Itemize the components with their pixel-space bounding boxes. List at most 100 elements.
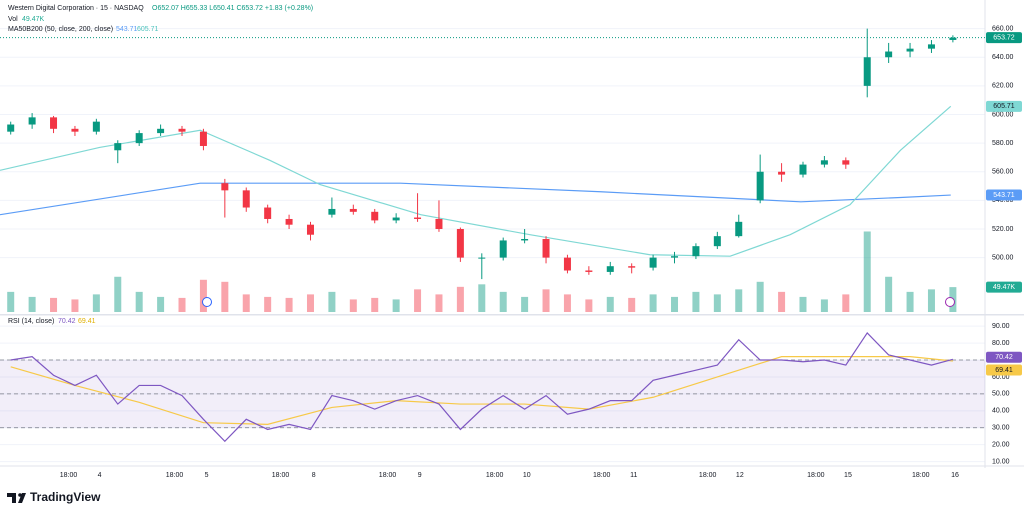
logo: TradingView bbox=[7, 490, 101, 504]
y-tick-label: 540.00 bbox=[992, 197, 1014, 204]
candle-body bbox=[820, 160, 828, 165]
candle-body bbox=[927, 44, 935, 49]
candle-body bbox=[114, 143, 122, 151]
y-tick-label: 10.00 bbox=[992, 458, 1010, 465]
volume-bar bbox=[906, 291, 914, 312]
rsi-name: RSI (14, close) bbox=[8, 318, 54, 325]
volume-bar bbox=[178, 297, 186, 312]
x-tick-label: 18:00 bbox=[912, 472, 930, 479]
y-tick-label: 500.00 bbox=[992, 254, 1014, 261]
x-tick-label: 18:00 bbox=[486, 472, 504, 479]
x-tick-label: 11 bbox=[630, 472, 637, 479]
candle-body bbox=[778, 171, 786, 175]
ma-badge-bg bbox=[986, 189, 1022, 201]
candle-body bbox=[692, 246, 700, 257]
candle-body bbox=[756, 171, 764, 201]
volume-bar bbox=[435, 294, 443, 312]
rsi-line bbox=[10, 331, 954, 443]
volume-value: 49.47K bbox=[22, 16, 45, 23]
volume-bar bbox=[542, 289, 550, 312]
volume-bar bbox=[735, 289, 743, 312]
candle-body bbox=[392, 217, 400, 221]
volume-bar bbox=[371, 297, 379, 312]
event-icon[interactable] bbox=[202, 297, 212, 307]
candle-body bbox=[842, 160, 850, 165]
rsi-ma-line bbox=[10, 356, 953, 425]
y-tick-label: 620.00 bbox=[992, 83, 1014, 90]
moving-average-line bbox=[0, 105, 952, 257]
rsi-badge-bg bbox=[986, 351, 1022, 363]
volume-bar bbox=[863, 231, 871, 312]
y-tick-label: 40.00 bbox=[992, 408, 1010, 415]
candle-body bbox=[28, 117, 36, 125]
candle-body bbox=[885, 51, 893, 58]
ma-badge: 543.71 bbox=[993, 192, 1015, 199]
volume-bar bbox=[842, 294, 850, 312]
candle-body bbox=[264, 207, 272, 219]
candle-body bbox=[371, 211, 379, 221]
volume-bar bbox=[606, 296, 614, 312]
volume-bar bbox=[649, 294, 657, 312]
candle-body bbox=[949, 37, 957, 40]
volume-bar bbox=[521, 296, 529, 312]
candle-body bbox=[328, 208, 336, 215]
candle-body bbox=[135, 133, 143, 144]
last-price-badge-bg bbox=[986, 32, 1022, 44]
candle-body bbox=[499, 240, 507, 258]
rsi-ma-badge-bg bbox=[986, 364, 1022, 376]
x-tick-label: 10 bbox=[523, 472, 531, 479]
volume-bar bbox=[885, 276, 893, 312]
volume-bar bbox=[264, 296, 272, 312]
candle-body bbox=[71, 128, 79, 132]
candle-body bbox=[414, 217, 422, 219]
volume-bar bbox=[328, 291, 336, 312]
y-tick-label: 30.00 bbox=[992, 425, 1010, 432]
candle-body bbox=[92, 121, 100, 132]
candle-body bbox=[50, 117, 58, 129]
volume-bar bbox=[50, 297, 58, 312]
y-tick-label: 660.00 bbox=[992, 25, 1014, 32]
candle-body bbox=[349, 208, 357, 212]
rsi-ma-value: 69.41 bbox=[78, 318, 96, 325]
candle-body bbox=[285, 218, 293, 225]
volume-bar bbox=[628, 297, 636, 312]
ohlc-values: O652.07 H655.33 L650.41 C653.72 +1.83 (+… bbox=[152, 5, 313, 12]
candle-body bbox=[649, 257, 657, 268]
candle-body bbox=[199, 131, 207, 146]
volume-bar bbox=[306, 294, 314, 312]
x-tick-label: 16 bbox=[951, 472, 959, 479]
candle-body bbox=[306, 224, 314, 235]
legend: Western Digital Corporation · 15 · NASDA… bbox=[8, 5, 313, 325]
volume-bar bbox=[478, 284, 486, 312]
candle-body bbox=[585, 270, 593, 272]
candle-body bbox=[478, 257, 486, 259]
y-tick-label: 20.00 bbox=[992, 442, 1010, 449]
x-tick-label: 18:00 bbox=[166, 472, 184, 479]
ma50-value: 605.71 bbox=[137, 26, 159, 33]
volume-bar bbox=[563, 294, 571, 312]
candle-body bbox=[628, 266, 636, 268]
x-tick-label: 18:00 bbox=[807, 472, 825, 479]
candle-body bbox=[521, 239, 529, 241]
moving-average-line bbox=[0, 182, 951, 216]
volume-bar bbox=[927, 289, 935, 312]
logo-dot bbox=[18, 493, 22, 497]
volume-bar bbox=[28, 296, 36, 312]
volume-bar bbox=[349, 299, 357, 312]
volume-bar bbox=[671, 296, 679, 312]
x-tick-label: 8 bbox=[312, 472, 316, 479]
volume-bar bbox=[692, 291, 700, 312]
volume-bar bbox=[820, 299, 828, 312]
volume-bar bbox=[242, 294, 250, 312]
ma-badge: 605.71 bbox=[993, 103, 1015, 110]
volume-bar bbox=[756, 281, 764, 312]
candle-body bbox=[799, 164, 807, 175]
y-tick-label: 50.00 bbox=[992, 391, 1010, 398]
volume-bar bbox=[713, 294, 721, 312]
x-tick-label: 18:00 bbox=[699, 472, 717, 479]
last-price-badge: 653.72 bbox=[993, 34, 1015, 41]
event-icon[interactable] bbox=[945, 297, 955, 307]
candle-body bbox=[7, 124, 15, 132]
x-tick-label: 18:00 bbox=[272, 472, 290, 479]
